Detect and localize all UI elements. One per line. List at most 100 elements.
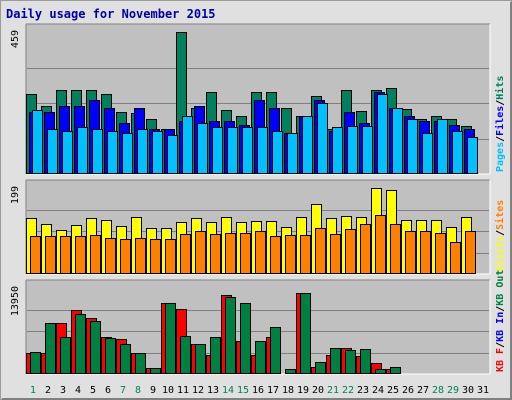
bar-pages-day-20: [317, 103, 328, 174]
bar-pages-day-26: [407, 119, 418, 174]
bar-kb-in-day-19: [300, 293, 311, 374]
x-label-day-26: 26: [402, 385, 414, 396]
bar-kb-in-day-1: [30, 352, 41, 374]
x-label-day-24: 24: [372, 385, 384, 396]
bar-kb-in-day-22: [345, 350, 356, 374]
bar-sites-day-29: [450, 242, 461, 274]
legend-item-visits: Visits: [494, 236, 506, 272]
bar-kb-in-day-21: [330, 348, 341, 374]
legend-separator: /: [495, 342, 506, 348]
bar-kb-in-day-17: [270, 327, 281, 374]
bar-kb-in-day-18: [285, 369, 296, 374]
bar-sites-day-5: [90, 235, 101, 274]
x-label-day-30: 30: [462, 385, 474, 396]
x-label-day-13: 13: [207, 385, 219, 396]
x-label-day-2: 2: [45, 385, 51, 396]
chart-title: Daily usage for November 2015: [6, 7, 216, 21]
legend: KB F/KB In/KB Out: [495, 270, 506, 372]
bar-kb-in-day-11: [180, 336, 191, 374]
bar-kb-in-day-8: [135, 353, 146, 374]
legend-item-pages: Pages: [495, 142, 506, 172]
bar-kb-in-day-10: [165, 303, 176, 374]
bar-pages-day-1: [32, 110, 43, 174]
chart-panels: 459Pages/Files/Hits199Visits/Sites13950K…: [10, 23, 506, 375]
x-label-day-3: 3: [60, 385, 66, 396]
x-label-day-17: 17: [267, 385, 279, 396]
bar-kb-in-day-23: [360, 349, 371, 374]
bar-pages-day-30: [467, 137, 478, 174]
x-label-day-6: 6: [105, 385, 111, 396]
bar-pages-day-6: [107, 131, 118, 174]
x-label-day-23: 23: [357, 385, 369, 396]
bar-kb-in-day-4: [75, 314, 86, 374]
x-label-day-29: 29: [447, 385, 459, 396]
bar-sites-day-2: [45, 236, 56, 274]
legend-item-files: Files: [494, 106, 506, 136]
bar-pages-day-5: [92, 129, 103, 174]
legend-separator: /: [495, 136, 506, 142]
bar-kb-in-day-24: [375, 369, 386, 374]
bar-kb-in-day-15: [240, 303, 251, 374]
bar-pages-day-15: [242, 127, 253, 174]
bar-sites-day-13: [210, 234, 221, 274]
bar-pages-day-22: [347, 126, 358, 174]
bar-pages-day-13: [212, 127, 223, 174]
legend: Pages/Files/Hits: [494, 76, 506, 172]
bar-sites-day-22: [345, 229, 356, 274]
bar-sites-day-28: [435, 233, 446, 274]
x-label-day-1: 1: [30, 385, 36, 396]
frame-shadow-bottom: [2, 398, 512, 400]
bar-kb-in-day-2: [45, 323, 56, 374]
x-label-day-25: 25: [387, 385, 399, 396]
bar-kb-in-day-13: [210, 337, 221, 374]
legend: Visits/Sites: [494, 200, 506, 272]
bar-pages-day-14: [227, 127, 238, 174]
x-label-day-16: 16: [252, 385, 264, 396]
y-axis-max-label: 459: [10, 30, 21, 48]
x-label-day-27: 27: [417, 385, 429, 396]
bar-sites-day-7: [120, 239, 131, 274]
bar-kb-in-day-20: [315, 362, 326, 374]
bar-sites-day-3: [60, 236, 71, 274]
bar-kb-in-day-16: [255, 341, 266, 374]
bar-sites-day-11: [180, 234, 191, 274]
bar-pages-day-21: [332, 127, 343, 174]
bar-kb-in-day-6: [105, 338, 116, 374]
x-label-day-12: 12: [192, 385, 204, 396]
bar-kb-in-day-12: [195, 344, 206, 374]
bar-pages-day-3: [62, 131, 73, 174]
bar-sites-day-19: [300, 235, 311, 274]
bar-sites-day-17: [270, 236, 281, 274]
bar-sites-day-14: [225, 233, 236, 274]
bar-sites-day-30: [465, 231, 476, 274]
bar-sites-day-6: [105, 238, 116, 274]
bar-pages-day-11: [182, 116, 193, 174]
x-label-day-5: 5: [90, 385, 96, 396]
bar-pages-day-16: [257, 127, 268, 174]
bar-sites-day-16: [255, 231, 266, 274]
x-label-day-10: 10: [162, 385, 174, 396]
bar-pages-day-29: [452, 131, 463, 174]
bar-kb-in-day-5: [90, 321, 101, 374]
x-label-day-9: 9: [150, 385, 156, 396]
bar-sites-day-15: [240, 233, 251, 274]
bar-sites-day-20: [315, 228, 326, 274]
bar-sites-day-21: [330, 234, 341, 274]
legend-separator: /: [495, 306, 506, 312]
bar-sites-day-24: [375, 215, 386, 274]
bar-sites-day-26: [405, 231, 416, 274]
frame-shadow-right: [510, 2, 512, 400]
x-label-day-14: 14: [222, 385, 234, 396]
bar-kb-in-day-7: [120, 344, 131, 374]
legend-item-kb-in: KB In: [495, 312, 506, 342]
bar-pages-day-24: [377, 94, 388, 174]
bar-sites-day-10: [165, 239, 176, 274]
x-label-day-31: 31: [477, 385, 489, 396]
legend-item-kb-f: KB F: [495, 348, 506, 372]
bar-pages-day-10: [167, 135, 178, 174]
bar-pages-day-25: [392, 108, 403, 174]
bar-pages-day-17: [272, 131, 283, 174]
x-label-day-20: 20: [312, 385, 324, 396]
